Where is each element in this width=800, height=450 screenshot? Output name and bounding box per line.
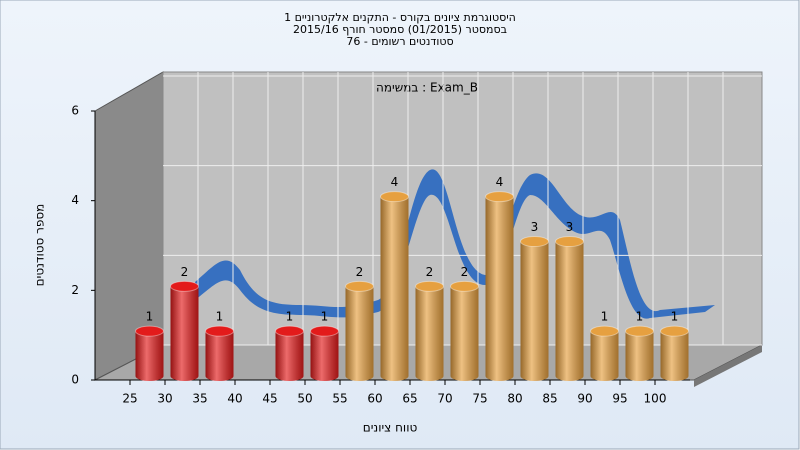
bar-shade	[170, 286, 199, 382]
x-tick-label: 70	[437, 392, 452, 406]
chart-title: היסטוגרמת ציונים בקורס - התקנים אלקטרוני…	[284, 11, 516, 24]
value-label: 1	[601, 310, 609, 324]
x-tick-label: 60	[367, 392, 382, 406]
bar-shade	[135, 331, 164, 382]
x-tick-label: 50	[297, 392, 312, 406]
value-label: 3	[566, 220, 574, 234]
bar-cap	[660, 325, 689, 337]
x-tick-label: 55	[332, 392, 347, 406]
bar-cap	[590, 325, 619, 337]
bar-shade	[345, 286, 374, 382]
annotation: במשימה : Exam_B	[376, 81, 478, 95]
value-label: 1	[636, 310, 644, 324]
chart-title: סטודנטים רשומים - 76	[346, 35, 453, 48]
x-tick-label: 30	[157, 392, 172, 406]
x-tick-label: 35	[192, 392, 207, 406]
bar-shade	[205, 331, 234, 382]
x-tick-label: 45	[262, 392, 277, 406]
bar-cap	[415, 280, 444, 292]
y-tick-label: 0	[71, 373, 79, 387]
value-label: 1	[286, 310, 294, 324]
value-label: 2	[181, 265, 189, 279]
bar-shade	[450, 286, 479, 382]
bar-shade	[590, 331, 619, 382]
x-tick-label: 85	[542, 392, 557, 406]
x-tick-label: 25	[122, 392, 137, 406]
x-axis-label: טווח ציונים	[363, 421, 418, 435]
bar-cap	[485, 191, 514, 203]
bar-cap	[625, 325, 654, 337]
x-tick-label: 95	[612, 392, 627, 406]
bar-cap	[450, 280, 479, 292]
value-label: 1	[216, 310, 224, 324]
bar-shade	[380, 196, 409, 382]
value-label: 1	[671, 310, 679, 324]
x-tick-label: 80	[507, 392, 522, 406]
value-label: 2	[426, 265, 434, 279]
x-tick-label: 65	[402, 392, 417, 406]
bar-cap	[170, 280, 199, 292]
x-tick-label: 40	[227, 392, 242, 406]
y-tick-label: 6	[71, 104, 79, 118]
chart-title: בסמסטר (01/2015) סמסטר חורף 2015/16	[293, 23, 507, 36]
bar-cap	[555, 236, 584, 247]
value-label: 1	[146, 310, 154, 324]
value-label: 2	[356, 265, 364, 279]
bar-cap	[310, 325, 339, 337]
bar-cap	[520, 236, 549, 247]
floor-edge	[694, 345, 762, 387]
bar-cap	[135, 325, 164, 337]
bar-shade	[415, 286, 444, 382]
bar-shade	[625, 331, 654, 382]
value-label: 4	[496, 175, 504, 189]
bar-cap	[345, 280, 374, 292]
value-label: 4	[391, 175, 399, 189]
y-axis-label: מספר סטודנטים	[33, 204, 47, 287]
y-tick-label: 4	[71, 193, 79, 207]
bar-shade	[310, 331, 339, 382]
value-label: 3	[531, 220, 539, 234]
bar-shade	[555, 241, 584, 382]
bar-cap	[205, 325, 234, 337]
bar-shade	[485, 196, 514, 382]
x-tick-label: 100	[644, 392, 667, 406]
y-tick-label: 2	[71, 283, 79, 297]
x-tick-label: 75	[472, 392, 487, 406]
value-label: 1	[321, 310, 329, 324]
bar-cap	[275, 325, 304, 337]
bar-shade	[275, 331, 304, 382]
bar-shade	[520, 241, 549, 382]
value-label: 2	[461, 265, 469, 279]
bar-shade	[660, 331, 689, 382]
bar-cap	[380, 191, 409, 203]
x-tick-label: 90	[577, 392, 592, 406]
